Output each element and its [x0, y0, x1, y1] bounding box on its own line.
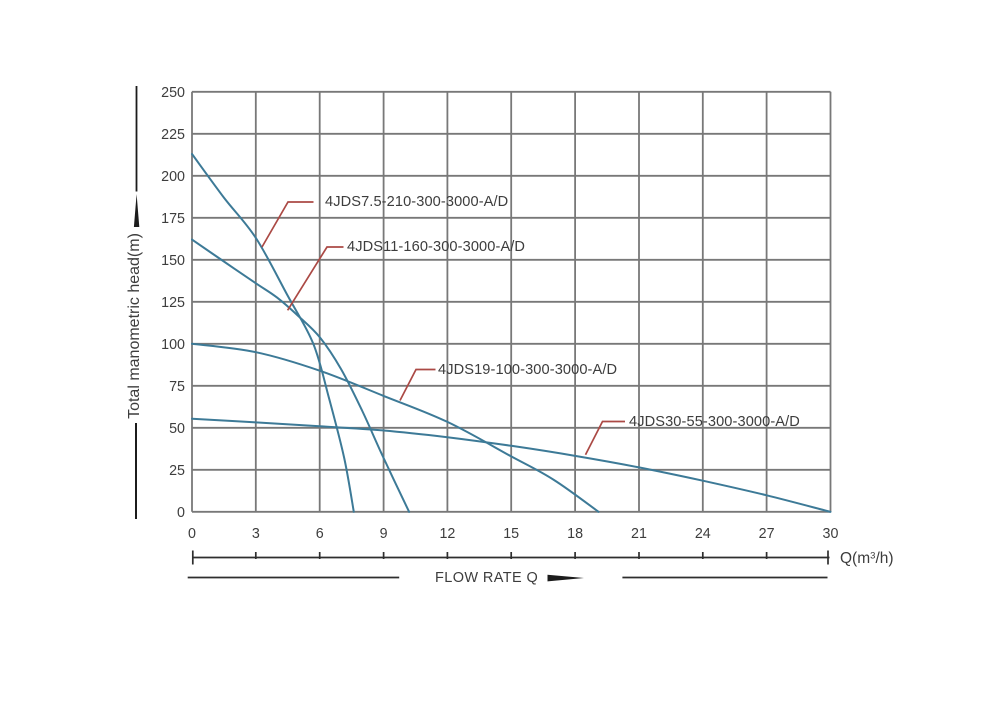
- svg-text:150: 150: [161, 253, 185, 269]
- svg-text:FLOW RATE Q: FLOW RATE Q: [435, 570, 538, 586]
- svg-text:27: 27: [759, 526, 775, 542]
- svg-text:6: 6: [316, 526, 324, 542]
- svg-text:100: 100: [161, 337, 185, 353]
- svg-text:0: 0: [188, 526, 196, 542]
- svg-text:Q(m3/h): Q(m3/h): [840, 550, 894, 567]
- svg-text:4JDS11-160-300-3000-A/D: 4JDS11-160-300-3000-A/D: [347, 239, 525, 255]
- svg-text:3: 3: [252, 526, 260, 542]
- svg-text:30: 30: [823, 526, 839, 542]
- svg-text:250: 250: [161, 85, 185, 101]
- svg-text:12: 12: [439, 526, 455, 542]
- svg-text:0: 0: [177, 505, 185, 521]
- svg-text:15: 15: [503, 526, 519, 542]
- svg-text:Total manometric head(m): Total manometric head(m): [126, 233, 143, 419]
- svg-text:175: 175: [161, 211, 185, 227]
- svg-text:18: 18: [567, 526, 583, 542]
- svg-text:75: 75: [169, 379, 185, 395]
- svg-text:4JDS7.5-210-300-3000-A/D: 4JDS7.5-210-300-3000-A/D: [325, 194, 508, 210]
- svg-text:125: 125: [161, 295, 185, 311]
- svg-text:21: 21: [631, 526, 647, 542]
- svg-text:225: 225: [161, 127, 185, 143]
- svg-text:200: 200: [161, 169, 185, 185]
- svg-text:4JDS30-55-300-3000-A/D: 4JDS30-55-300-3000-A/D: [629, 414, 800, 430]
- svg-text:24: 24: [695, 526, 711, 542]
- svg-text:4JDS19-100-300-3000-A/D: 4JDS19-100-300-3000-A/D: [438, 362, 617, 378]
- svg-text:9: 9: [380, 526, 388, 542]
- svg-text:25: 25: [169, 463, 185, 479]
- svg-text:50: 50: [169, 421, 185, 437]
